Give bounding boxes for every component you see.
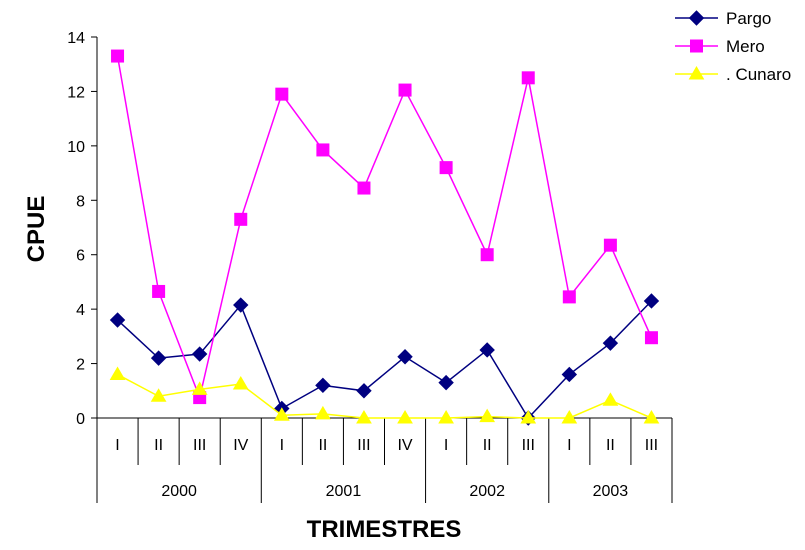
y-tick-label: 4 [76, 302, 85, 319]
quarter-label: I [115, 437, 119, 454]
quarter-label: II [318, 437, 327, 454]
data-point [109, 312, 126, 328]
series-pargo [109, 293, 660, 426]
legend-label: Pargo [726, 9, 771, 28]
data-point [356, 410, 372, 424]
quarter-label: I [444, 437, 448, 454]
data-point [561, 366, 578, 383]
data-point [562, 290, 576, 304]
quarter-label: II [483, 437, 492, 454]
series-line [117, 300, 653, 420]
series-line [117, 373, 652, 419]
x-axis-title: TRIMESTRES [307, 516, 462, 543]
y-tick-label: 6 [76, 248, 85, 265]
quarter-label: III [193, 437, 206, 454]
data-point [191, 346, 208, 362]
data-point [356, 383, 372, 399]
data-point [479, 342, 495, 358]
data-point [273, 407, 290, 421]
data-point [439, 161, 453, 175]
quarter-label: III [522, 437, 535, 454]
quarter-label: III [357, 437, 370, 454]
data-point [397, 349, 413, 365]
data-point [150, 388, 167, 402]
series-line [116, 55, 653, 401]
quarter-label: I [567, 437, 571, 454]
year-label: 2001 [326, 483, 362, 500]
data-point [643, 410, 660, 424]
y-tick-label: 0 [76, 411, 85, 428]
legend-label: Mero [726, 37, 765, 56]
quarter-label: III [645, 437, 658, 454]
legend-marker [688, 66, 705, 80]
data-point [316, 143, 330, 157]
series-mero [111, 49, 658, 405]
data-point [644, 331, 658, 345]
y-tick-label: 10 [67, 139, 85, 156]
data-point [521, 71, 535, 85]
data-point [315, 405, 331, 420]
legend: Pargo Mero . Cunaro [675, 9, 791, 84]
quarter-label: II [154, 437, 163, 454]
data-point [234, 212, 248, 226]
quarter-label: I [280, 437, 284, 454]
data-point [398, 83, 412, 97]
year-label: 2000 [161, 483, 197, 500]
y-tick-label: 14 [67, 30, 85, 47]
legend-label: . Cunaro [726, 65, 791, 84]
data-point [275, 87, 289, 101]
quarter-label: IV [233, 437, 248, 454]
data-point [520, 410, 537, 424]
data-point [603, 238, 617, 252]
data-point [109, 366, 126, 380]
legend-marker [690, 39, 703, 53]
data-point [233, 297, 249, 313]
data-point [232, 375, 249, 390]
quarter-label: IV [397, 437, 412, 454]
year-label: 2002 [469, 483, 505, 500]
y-axis-ticks: 0 2 4 6 8 10 12 14 [67, 30, 97, 428]
data-point [111, 49, 125, 63]
series-cunaro [109, 366, 660, 424]
legend-marker [688, 10, 705, 26]
data-point [561, 410, 578, 424]
data-point [397, 410, 413, 424]
data-point [438, 410, 454, 424]
data-point [315, 377, 331, 394]
data-point [643, 293, 660, 309]
data-point [602, 392, 619, 406]
data-point [152, 284, 166, 298]
data-point [480, 248, 494, 262]
data-point [602, 335, 619, 351]
series-layer [109, 49, 660, 426]
data-point [150, 350, 167, 366]
y-tick-label: 12 [67, 84, 85, 101]
y-axis-title: CPUE [23, 196, 50, 263]
data-point [479, 408, 496, 423]
y-tick-label: 2 [76, 357, 85, 374]
year-label: 2003 [593, 483, 629, 500]
data-point [438, 374, 454, 391]
quarter-label: II [606, 437, 615, 454]
axes [96, 37, 672, 419]
y-tick-label: 8 [76, 193, 85, 210]
data-point [191, 381, 208, 395]
data-point [357, 181, 371, 195]
